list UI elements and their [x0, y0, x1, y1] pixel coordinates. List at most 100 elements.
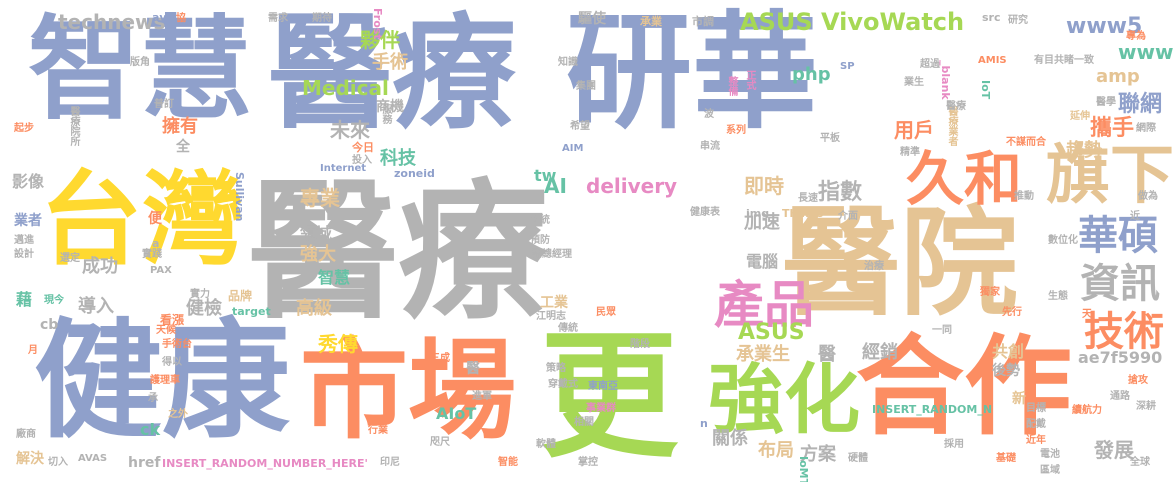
word-medical: Medical — [302, 76, 389, 100]
word-cb: cb — [40, 317, 59, 333]
word-yingti: 硬體 — [848, 453, 868, 464]
word-jiankang: 健康 — [34, 307, 291, 456]
word-jingong: 進軍 — [472, 391, 492, 402]
word-zuowei: 做為 — [1138, 191, 1158, 202]
word-shengtai: 生態 — [1048, 291, 1068, 302]
word-yongyou: 擁有 — [162, 116, 198, 137]
word-huliche: 護理車 — [150, 375, 180, 386]
word-geng: 更 — [540, 316, 679, 477]
word-sp: SP — [840, 61, 855, 72]
word-quanqiu: 全球 — [1130, 457, 1150, 468]
word-xiuchuan: 秀傳 — [318, 332, 358, 356]
word-qierun: 切入 — [48, 457, 68, 468]
word-caiyong: 採用 — [944, 439, 964, 450]
word-yezhe: 業者 — [14, 213, 42, 229]
word-blank: _blank' — [939, 60, 952, 104]
word-sanli: 三成 — [430, 353, 450, 364]
word-buju: 布局 — [758, 440, 794, 461]
word-kanzhang: 看漲 — [160, 313, 185, 327]
word-chanpin: 產品 — [714, 276, 814, 334]
word-shibai: 實力 — [190, 289, 210, 300]
word-jinbu: 邁進 — [14, 235, 34, 246]
word-amp: amp — [1096, 66, 1140, 87]
word-xie: 協 — [176, 13, 186, 24]
word-asus-vivowatch: ASUS VivoWatch — [740, 8, 965, 36]
word-xiwang: 希望 — [570, 121, 590, 132]
word-zhengshi: 正式 — [744, 70, 755, 90]
word-jishi: 即時 — [744, 174, 784, 198]
word-yixue: 醫學 — [1096, 97, 1116, 108]
word-jidai: 期待 — [312, 13, 332, 24]
word-youmu: 有目共睹一致 — [1034, 55, 1094, 66]
word-shoushu: 手術 — [372, 52, 408, 73]
word-qidong: 起步 — [14, 123, 34, 134]
word-yiliaoyuansuo: 醫療院所 — [68, 106, 79, 146]
word-tuidong: 推動 — [1014, 191, 1034, 202]
word-avas: AVAS — [78, 453, 108, 464]
word-mubiao: 目標 — [1026, 403, 1046, 414]
word-shuweihua: 數位化 — [1048, 235, 1078, 246]
word-href: href — [128, 455, 161, 471]
word-sheji: 設計 — [14, 249, 34, 260]
word-ae7f5990: ae7f5990 — [1078, 348, 1163, 367]
word-delivery: delivery — [586, 174, 678, 198]
word-shijian: 實踐 — [142, 249, 162, 260]
word-xuhanli: 續航力 — [1072, 405, 1102, 416]
word-chuandaishi: 穿戴式 — [548, 379, 578, 390]
word-huashuo: 華碩 — [1078, 213, 1158, 259]
word-xinbu: 新 — [1012, 391, 1026, 407]
word-avw: avw — [152, 11, 177, 24]
word-shangji: 商機 — [376, 99, 404, 115]
word-shiyequn: 事業群 — [586, 403, 616, 414]
word-www: www — [1118, 40, 1174, 64]
word-yinni: 印尼 — [380, 457, 400, 468]
word-jituan: 集團 — [576, 81, 596, 92]
word-zhishu: 指數 — [818, 180, 863, 205]
word-tianhou: 天候 — [156, 325, 176, 336]
word-qixia: 旗下 — [1046, 139, 1174, 213]
word-guanxi: 關係 — [712, 428, 748, 449]
word-qushi: 趨勢 — [1066, 140, 1102, 161]
word-yingxiang: 影像 — [12, 172, 45, 191]
word-zhenghe: 整備 — [726, 76, 737, 96]
word-shichang: 市場 — [300, 329, 517, 454]
word-yixiang: 醫 — [466, 361, 480, 377]
word-fangcheng: 版角 — [130, 57, 150, 68]
word-wangshang: 網際 — [1136, 123, 1156, 134]
word-yufang: 預防 — [530, 235, 550, 246]
word-dongnanya: 東南亞 — [588, 381, 618, 392]
word-dianchi: 電池 — [1040, 449, 1060, 460]
word-boqu: 波 — [704, 109, 714, 120]
word-shidiao: 市調 — [692, 15, 714, 28]
word-chuanliu: 串流 — [700, 141, 720, 152]
word-zhiwai: 之外 — [168, 409, 188, 420]
word-qiangda: 強大 — [300, 244, 336, 265]
word-pax: PAX — [150, 265, 172, 276]
word-shengji: 深耕 — [1136, 401, 1156, 412]
word-img: img — [746, 207, 770, 220]
word-qudong: 驅使 — [578, 11, 606, 27]
word-insert-random-v: INSERT_RANDOM_N — [872, 403, 993, 416]
word-yanshen: 延伸 — [1070, 111, 1090, 122]
word-yiliao2: 醫療 — [946, 101, 966, 112]
word-jieduan: 階段 — [630, 339, 650, 350]
word-yonghu: 用戶 — [894, 118, 934, 142]
word-keji: 科技 — [380, 148, 416, 169]
word-ruanjian: 軟體 — [536, 439, 556, 450]
word-chenggong: 成功 — [82, 256, 118, 277]
word-tonglu: 通路 — [1110, 391, 1130, 402]
word-asus: ASUS — [738, 320, 805, 345]
word-jiankangbiao: 健康表 — [690, 207, 720, 218]
word-quyu: 區域 — [1040, 465, 1060, 476]
word-celue: 策略 — [546, 363, 566, 374]
word-things: Things — [782, 207, 824, 220]
word-src: src — [982, 11, 1001, 24]
word-xieshou: 攜手 — [1090, 116, 1135, 141]
word-chuantong: 傳統 — [558, 323, 578, 334]
word-ck: ck — [140, 420, 161, 439]
word-jinnian: 近年 — [1026, 435, 1046, 446]
word-fuwu: 服務 — [380, 104, 391, 124]
word-zoneid: zoneid — [394, 167, 435, 180]
word-xingye: 行業 — [368, 425, 388, 436]
word-cheng: 承 — [148, 393, 158, 404]
